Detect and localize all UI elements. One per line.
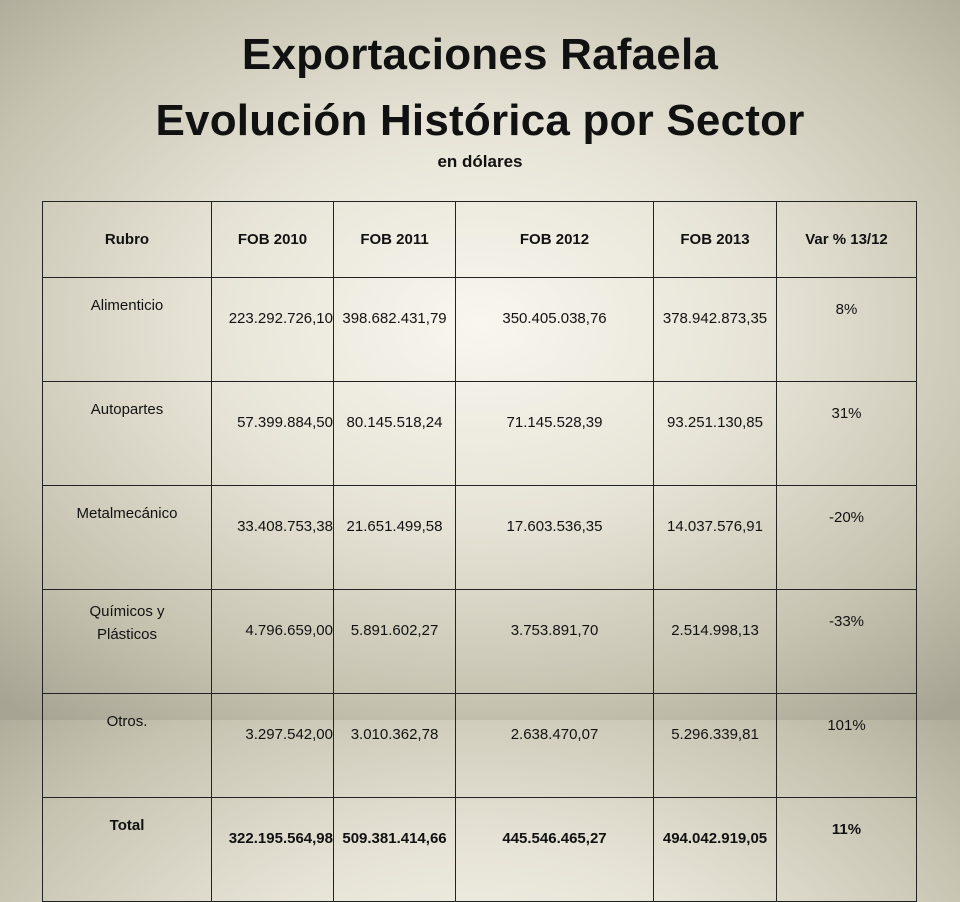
row-var: -20% (776, 485, 917, 590)
row-var: -33% (776, 589, 917, 694)
table-total-row: Total 322.195.564,98 509.381.414,66 445.… (42, 797, 917, 902)
header-fob-2013: FOB 2013 (653, 201, 777, 278)
row-fob-2013: 378.942.873,35 (653, 277, 777, 382)
total-fob-2010: 322.195.564,98 (211, 797, 334, 902)
row-fob-2011: 5.891.602,27 (333, 589, 456, 694)
row-fob-2010: 223.292.726,10 (211, 277, 334, 382)
row-rubro: Metalmecánico (42, 485, 212, 590)
row-rubro: Otros. (42, 693, 212, 798)
row-fob-2012: 350.405.038,76 (455, 277, 654, 382)
table-row: Alimenticio 223.292.726,10 398.682.431,7… (42, 277, 917, 382)
row-rubro: Autopartes (42, 381, 212, 486)
table-row: Metalmecánico 33.408.753,38 21.651.499,5… (42, 485, 917, 590)
row-fob-2012: 2.638.470,07 (455, 693, 654, 798)
row-fob-2011: 80.145.518,24 (333, 381, 456, 486)
page-title-line2: Evolución Histórica por Sector (155, 96, 805, 145)
row-fob-2013: 14.037.576,91 (653, 485, 777, 590)
page-subtitle: en dólares (437, 152, 523, 171)
row-var: 31% (776, 381, 917, 486)
exports-table: Rubro FOB 2010 FOB 2011 FOB 2012 FOB 201… (42, 201, 917, 902)
header-var: Var % 13/12 (776, 201, 917, 278)
total-fob-2013: 494.042.919,05 (653, 797, 777, 902)
total-fob-2011: 509.381.414,66 (333, 797, 456, 902)
table-header-row: Rubro FOB 2010 FOB 2011 FOB 2012 FOB 201… (42, 201, 917, 278)
row-rubro: Alimenticio (42, 277, 212, 382)
row-fob-2012: 71.145.528,39 (455, 381, 654, 486)
row-var: 8% (776, 277, 917, 382)
page-title: Exportaciones Rafaela (241, 30, 719, 79)
row-fob-2012: 3.753.891,70 (455, 589, 654, 694)
row-var: 101% (776, 693, 917, 798)
row-fob-2010: 57.399.884,50 (211, 381, 334, 486)
row-fob-2013: 5.296.339,81 (653, 693, 777, 798)
header-fob-2011: FOB 2011 (333, 201, 456, 278)
row-fob-2011: 398.682.431,79 (333, 277, 456, 382)
row-fob-2013: 93.251.130,85 (653, 381, 777, 486)
row-fob-2010: 33.408.753,38 (211, 485, 334, 590)
header-rubro: Rubro (42, 201, 212, 278)
row-fob-2013: 2.514.998,13 (653, 589, 777, 694)
row-fob-2010: 4.796.659,00 (211, 589, 334, 694)
row-fob-2012: 17.603.536,35 (455, 485, 654, 590)
total-fob-2012: 445.546.465,27 (455, 797, 654, 902)
row-rubro-line2: Plásticos (96, 626, 158, 643)
table-row: Otros. 3.297.542,00 3.010.362,78 2.638.4… (42, 693, 917, 798)
header-fob-2010: FOB 2010 (211, 201, 334, 278)
header-fob-2012: FOB 2012 (455, 201, 654, 278)
table-row: Autopartes 57.399.884,50 80.145.518,24 7… (42, 381, 917, 486)
row-fob-2011: 21.651.499,58 (333, 485, 456, 590)
row-fob-2011: 3.010.362,78 (333, 693, 456, 798)
total-rubro: Total (42, 797, 212, 902)
total-var: 11% (776, 797, 917, 902)
row-rubro: Químicos y Plásticos (42, 589, 212, 694)
table-row: Químicos y Plásticos 4.796.659,00 5.891.6… (42, 589, 917, 694)
row-fob-2010: 3.297.542,00 (211, 693, 334, 798)
row-rubro-line1: Químicos y (89, 603, 165, 620)
